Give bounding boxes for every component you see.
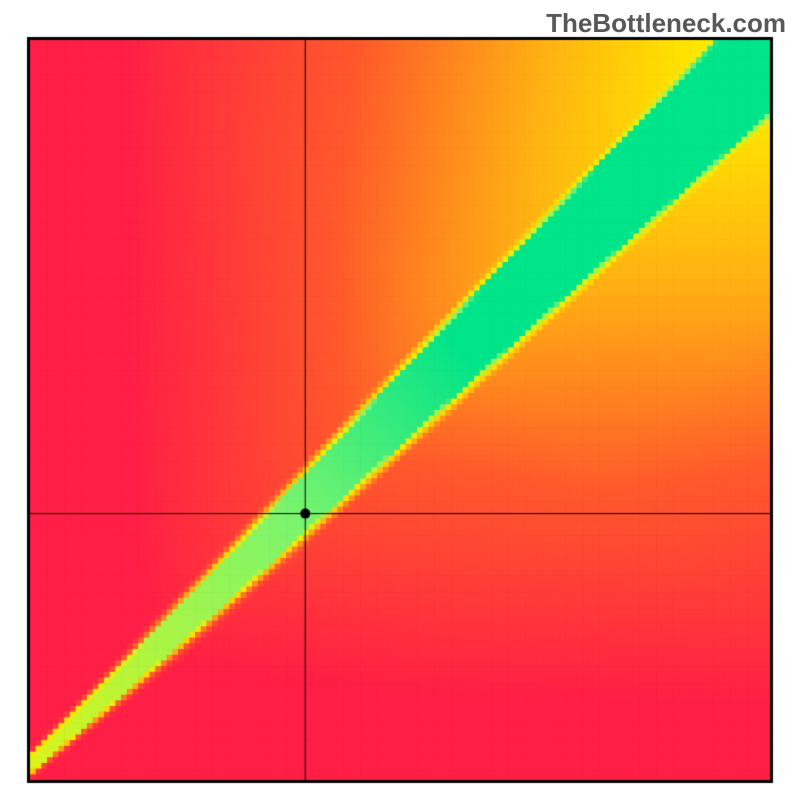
watermark-text: TheBottleneck.com bbox=[546, 8, 786, 39]
chart-container: TheBottleneck.com bbox=[0, 0, 800, 800]
bottleneck-heatmap bbox=[0, 0, 800, 800]
